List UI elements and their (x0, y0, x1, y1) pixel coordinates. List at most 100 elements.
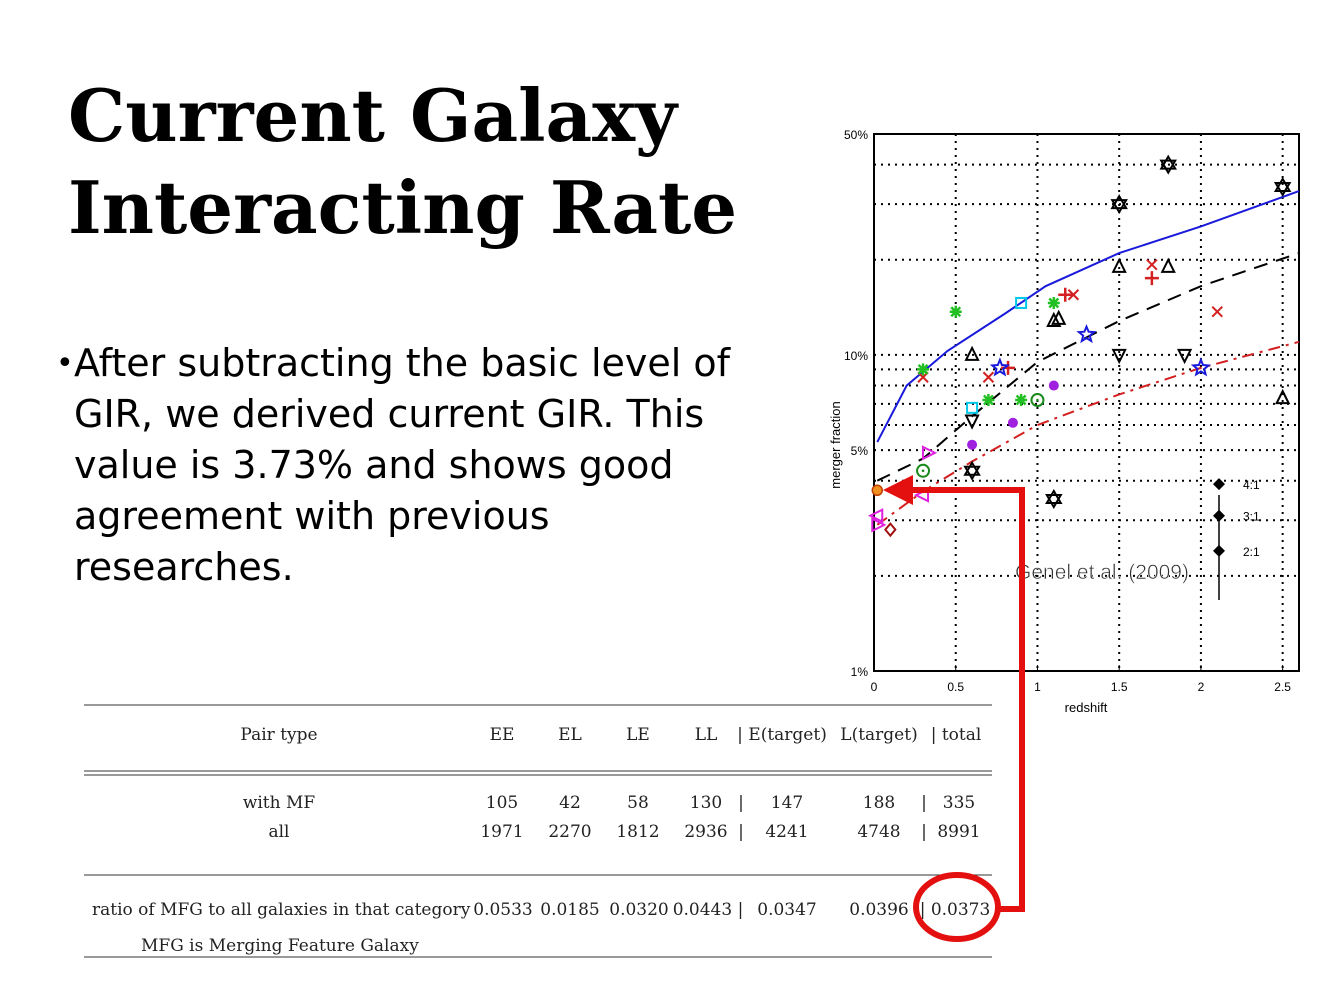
table-cell: 147 (771, 793, 803, 813)
table-cell: 130 (690, 793, 722, 813)
ratio-label: 4:1 (1243, 478, 1260, 492)
table-header-cell: Pair type (240, 725, 317, 745)
data-point-triup (1275, 388, 1291, 405)
data-point-star5 (1076, 323, 1097, 344)
ratio-label: 3:1 (1243, 510, 1260, 524)
table-header-cell: | total (931, 725, 982, 745)
ratio-diamond-icon (1213, 544, 1225, 557)
ratio-row-label: ratio of MFG to all galaxies in that cat… (92, 900, 471, 920)
ratio-cell: | 0.0373 (920, 900, 991, 920)
slide-title: Current Galaxy Interacting Rate (68, 70, 737, 254)
ratio-diamond-icon (1213, 478, 1225, 491)
ratio-cell: 0.0443 | (673, 900, 744, 920)
ratio-cell: 0.0533 (473, 900, 532, 920)
table-cell: 42 (559, 793, 581, 813)
data-point-star5 (989, 357, 1011, 377)
data-point-plus (1144, 271, 1159, 286)
data-point-plus (1058, 287, 1073, 302)
data-point-hexstar (1273, 176, 1292, 197)
table-cell: 1971 (480, 822, 523, 842)
table-cell: | (921, 793, 927, 813)
data-point-dot (1007, 417, 1018, 428)
y-axis-label: merger fraction (828, 401, 843, 488)
data-point-star5 (1190, 357, 1211, 377)
data-point-hexstar (1110, 194, 1128, 215)
table-cell: 2270 (548, 822, 591, 842)
ratio-diamond-icon (1213, 509, 1225, 522)
data-point-dot (967, 439, 978, 450)
x-axis-label: redshift (1065, 700, 1108, 715)
y-tick-label: 5% (851, 444, 869, 458)
table-cell: 4748 (857, 822, 900, 842)
table-cell: 2936 (684, 822, 727, 842)
y-tick-label: 10% (844, 349, 868, 363)
data-point-tridown (964, 414, 980, 430)
title-line-1: Current Galaxy (68, 73, 677, 158)
merger-ratio-legend: 4:1 3:1 2:1 (1213, 478, 1260, 600)
table-cell: 188 (863, 793, 895, 813)
data-point-x (982, 371, 995, 383)
table-cell: 58 (627, 793, 649, 813)
data-point-x (1211, 306, 1223, 318)
y-tick-label: 1% (851, 665, 869, 679)
data-point-hexstar (963, 460, 981, 481)
data-point-dot (1048, 380, 1059, 391)
table-cell: | (921, 822, 927, 842)
data-point-hexstar (1159, 154, 1177, 175)
data-points (868, 154, 1292, 538)
x-tick-label: 2.5 (1274, 680, 1291, 694)
table-header-cell: LL (695, 725, 718, 745)
x-tick-label: 1 (1034, 680, 1041, 694)
data-point-triup (1051, 309, 1067, 325)
table-cell: 4241 (765, 822, 808, 842)
table-header-cell: EE (490, 725, 515, 745)
ratio-cell: 0.0347 (757, 900, 816, 920)
x-tick-label: 2 (1198, 680, 1205, 694)
data-point-asterisk (917, 363, 930, 376)
ratio-cell: 0.0396 (849, 900, 908, 920)
x-tick-label: 0 (871, 680, 878, 694)
title-line-2: Interacting Rate (68, 165, 738, 250)
table-header-cell: EL (558, 725, 582, 745)
ratio-cell: 0.0320 (609, 900, 668, 920)
table-cell: 8991 (937, 822, 980, 842)
data-point-asterisk (982, 394, 995, 407)
data-point-x (1067, 289, 1080, 301)
data-point-asterisk (949, 305, 962, 318)
bullet-dot-icon: • (56, 346, 74, 381)
table-row-label: with MF (243, 793, 316, 813)
data-point-asterisk (1015, 394, 1028, 407)
data-point-circledot (1030, 393, 1045, 408)
data-point-triup (1160, 257, 1176, 273)
data-point-triup (1111, 257, 1127, 273)
data-point-square (1015, 296, 1028, 309)
data-point-tridown (1176, 348, 1193, 365)
table-cell: 335 (943, 793, 975, 813)
bullet-point: • After subtracting the basic level of G… (56, 338, 756, 593)
bullet-text: After subtracting the basic level of GIR… (74, 341, 731, 589)
data-point-hexstar (1045, 489, 1063, 510)
table-footnote: MFG is Merging Feature Galaxy (141, 936, 419, 956)
table-header-cell: LE (626, 725, 650, 745)
data-point-filledcircle (871, 484, 884, 497)
data-point-square (966, 401, 979, 414)
table-row-label: all (268, 822, 289, 842)
x-tick-label: 1.5 (1111, 680, 1128, 694)
data-point-triup (1046, 311, 1062, 328)
table-cell: | (738, 793, 744, 813)
ratio-cell: 0.0185 (540, 900, 599, 920)
table-header-cell: L(target) (840, 725, 917, 745)
table-cell: 105 (486, 793, 518, 813)
data-point-tridown (1111, 348, 1127, 365)
table-cell: | (738, 822, 744, 842)
genel-annotation: Genel et al. (2009) (1015, 561, 1189, 584)
data-point-trileft (868, 508, 884, 524)
data-point-x (1146, 258, 1158, 271)
data-point-triright (921, 445, 938, 461)
table-cell: 1812 (616, 822, 659, 842)
data-point-triup (964, 345, 980, 361)
ratio-label: 2:1 (1243, 545, 1260, 559)
y-tick-label: 50% (844, 128, 868, 142)
table-header-cell: | E(target) (737, 725, 827, 745)
